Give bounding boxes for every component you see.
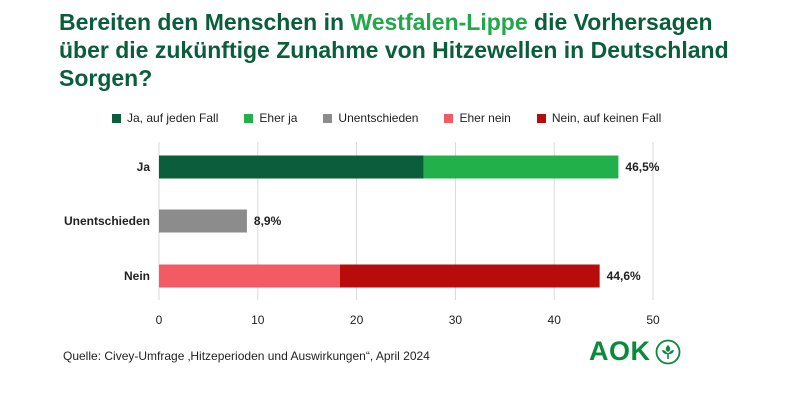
legend-label: Unentschieden <box>338 111 419 125</box>
legend-label: Eher nein <box>459 111 511 125</box>
x-tick-label: 20 <box>350 313 364 327</box>
chart-title: Bereiten den Menschen in Westfalen-Lippe… <box>59 8 759 92</box>
legend-item: Eher nein <box>444 111 511 125</box>
legend-swatch <box>112 113 121 123</box>
legend-item: Ja, auf jeden Fall <box>112 111 218 125</box>
x-tick-label: 30 <box>449 313 463 327</box>
category-label: Unentschieden <box>64 214 150 228</box>
legend-item: Unentschieden <box>323 111 418 125</box>
legend-label: Nein, auf keinen Fall <box>551 111 662 125</box>
bar-segment <box>159 155 424 179</box>
x-tick-label: 0 <box>156 313 163 327</box>
legend-label: Ja, auf jeden Fall <box>127 111 219 125</box>
total-label: 46,5% <box>625 160 659 174</box>
bar-chart: 0 10 20 30 40 50 Ja 46,5% Unentschieden 8,9% Nein 4… <box>64 142 660 327</box>
bar-segment <box>159 209 247 233</box>
aok-logo: AOK <box>589 336 681 367</box>
legend-item: Nein, auf keinen Fall <box>536 111 662 125</box>
bar-segment <box>423 155 619 179</box>
legend-label: Eher ja <box>259 111 298 125</box>
title-pre: Bereiten den Menschen in <box>59 9 351 35</box>
category-label: Ja <box>137 160 151 174</box>
source-note: Quelle: Civey-Umfrage ‚Hitzeperioden und… <box>63 349 430 363</box>
bar-segment <box>339 264 600 288</box>
total-label: 8,9% <box>254 214 282 228</box>
category-label: Nein <box>124 269 150 283</box>
x-tick-label: 50 <box>646 313 660 327</box>
legend-swatch <box>536 113 546 123</box>
legend-swatch <box>444 113 454 123</box>
title-post: die Vorhersagen über die zukünftige Zuna… <box>59 9 729 91</box>
legend-swatch <box>323 113 333 123</box>
aok-tree-icon <box>655 339 680 364</box>
legend-swatch <box>244 113 254 123</box>
legend-item: Eher ja <box>244 111 297 125</box>
x-tick-label: 40 <box>548 313 562 327</box>
title-highlight: Westfalen-Lippe <box>350 9 528 35</box>
logo-text: AOK <box>589 336 651 366</box>
x-tick-label: 10 <box>251 313 265 327</box>
total-label: 44,6% <box>607 269 641 283</box>
bar-segment <box>159 264 340 288</box>
chart-legend: Ja, auf jeden Fall Eher ja Unentschieden Eh… <box>112 111 687 125</box>
